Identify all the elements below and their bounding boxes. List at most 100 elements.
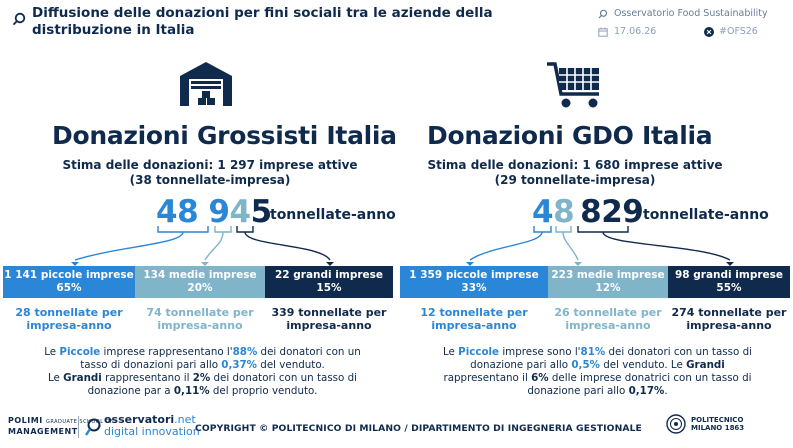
observatory-label: Osservatorio Food Sustainability	[598, 8, 768, 19]
left-total-small-part: 48 9	[156, 194, 230, 230]
right-total-small-part: 4	[532, 194, 554, 230]
band-pct: 65%	[56, 282, 82, 294]
copyright: COPYRIGHT © POLITECNICO DI MILANO / DIPA…	[195, 423, 642, 434]
per-line1: 26 tonnellate per	[554, 306, 662, 319]
warehouse-icon	[180, 62, 232, 106]
osservatori-logo-icon	[85, 418, 101, 436]
text: donazione pari allo	[527, 385, 629, 397]
highlight: 2%	[192, 372, 211, 384]
right-total-medium-part: 8	[553, 194, 575, 230]
highlight: 81%	[580, 346, 606, 358]
band-pct: 20%	[187, 282, 213, 294]
band-label: 22 grandi imprese	[274, 269, 384, 281]
politecnico-logo: POLITECNICO MILANO 1863	[666, 414, 744, 434]
band-pct: 55%	[716, 282, 742, 294]
per-line2: impresa-anno	[26, 319, 112, 332]
right-total-large-part: 829	[580, 194, 644, 230]
highlight: Piccole	[458, 346, 500, 358]
per-line2: impresa-anno	[565, 319, 651, 332]
page-title: Diffusione delle donazioni per fini soci…	[32, 5, 493, 38]
right-heading: Donazioni GDO Italia	[427, 121, 713, 150]
hashtag-label: #OFS26	[704, 26, 758, 37]
band-pct: 33%	[461, 282, 487, 294]
per-line2: impresa-anno	[686, 319, 772, 332]
highlight: 0,11%	[173, 385, 210, 397]
text: del proprio venduto.	[209, 385, 318, 397]
politecnico-text: POLITECNICO	[691, 416, 744, 424]
per-line1: 339 tonnellate per	[271, 306, 387, 319]
text: donazione pari allo	[470, 359, 572, 371]
per-line2: impresa-anno	[286, 319, 372, 332]
right-total: 48 829	[532, 194, 644, 230]
right-subtitle: Stima delle donazioni: 1 680 imprese att…	[415, 158, 735, 188]
right-per-large: 274 tonnellate per impresa-anno	[668, 306, 790, 332]
left-total-large-part: 5	[250, 194, 273, 230]
band-pct: 12%	[595, 282, 621, 294]
right-description: Le Piccole imprese sono l'81% dei donato…	[405, 346, 790, 398]
text: delle imprese donatrici con un tasso di	[548, 372, 752, 384]
calendar-icon	[598, 27, 608, 37]
polimi-text: MANAGEMENT	[8, 427, 78, 436]
polimi-logo: POLIMI GRADUATE SCHOOL OF MANAGEMENT	[8, 416, 113, 436]
text: tasso di donazioni pari allo	[80, 359, 222, 371]
left-band-medium: 134 medie imprese 20%	[135, 266, 265, 298]
per-line1: 274 tonnellate per	[671, 306, 787, 319]
text: imprese rappresentano l'	[100, 346, 233, 358]
text: dei donatori con un tasso di	[210, 372, 358, 384]
band-pct: 15%	[316, 282, 342, 294]
left-description: Le Piccole imprese rappresentano l'88% d…	[10, 346, 395, 398]
search-icon	[12, 12, 26, 26]
left-per-small: 28 tonnellate per impresa-anno	[3, 306, 135, 332]
right-unit: tonnellate-anno	[643, 207, 769, 223]
left-heading: Donazioni Grossisti Italia	[52, 121, 397, 150]
highlight: Grandi	[686, 359, 725, 371]
osservatori-text: digital innovation	[104, 425, 200, 438]
osservatori-text: osservatori	[104, 413, 175, 426]
header: Diffusione delle donazioni per fini soci…	[0, 0, 793, 44]
hashtag: #OFS26	[719, 26, 758, 37]
text: imprese sono l'	[499, 346, 581, 358]
right-band-small: 1 359 piccole imprese 33%	[400, 266, 548, 298]
connector-lines	[71, 226, 734, 266]
divider	[78, 416, 79, 438]
right-subtitle-line1: Stima delle donazioni: 1 680 imprese att…	[427, 158, 723, 172]
left-subtitle: Stima delle donazioni: 1 297 imprese att…	[50, 158, 370, 188]
date-label: 17.06.26	[598, 26, 656, 37]
highlight: 6%	[531, 372, 549, 384]
per-line1: 74 tonnellate per	[146, 306, 254, 319]
right-band-large: 98 grandi imprese 55%	[668, 266, 790, 298]
per-line2: impresa-anno	[431, 319, 517, 332]
right-per-small: 12 tonnellate per impresa-anno	[400, 306, 548, 332]
left-per-medium: 74 tonnellate per impresa-anno	[135, 306, 265, 332]
x-logo-icon	[704, 26, 714, 37]
politecnico-seal-icon	[666, 414, 686, 434]
left-total-medium-part: 4	[229, 194, 252, 230]
highlight: 88%	[232, 346, 258, 358]
highlight: 0,37%	[221, 359, 258, 371]
left-per-large: 339 tonnellate per impresa-anno	[265, 306, 393, 332]
left-subtitle-line1: Stima delle donazioni: 1 297 imprese att…	[62, 158, 358, 172]
left-unit: tonnellate-anno	[270, 207, 396, 223]
band-label: 1 359 piccole imprese	[409, 269, 539, 281]
text: dei donatori con un	[257, 346, 361, 358]
highlight: Grandi	[63, 372, 102, 384]
polimi-text: POLIMI	[8, 416, 43, 425]
highlight: Piccole	[59, 346, 101, 358]
text: Le	[44, 346, 60, 358]
polimi-small-text: GRADUATE SCHOOL OF	[45, 419, 114, 425]
text: dei donatori con un tasso di	[605, 346, 752, 358]
left-total: 48 945	[156, 194, 272, 230]
per-line1: 12 tonnellate per	[420, 306, 528, 319]
highlight: 0,17%	[628, 385, 665, 397]
osservatori-text: .net	[174, 413, 196, 426]
event-date: 17.06.26	[614, 26, 657, 37]
left-band-large: 22 grandi imprese 15%	[265, 266, 393, 298]
per-line2: impresa-anno	[157, 319, 243, 332]
text: Le	[47, 372, 64, 384]
left-band-small: 1 141 piccole imprese 65%	[3, 266, 135, 298]
politecnico-text: MILANO 1863	[691, 424, 745, 432]
band-label: 98 grandi imprese	[674, 269, 784, 281]
right-subtitle-line2: (29 tonnellate-impresa)	[494, 173, 656, 187]
right-band-medium: 223 medie imprese 12%	[548, 266, 668, 298]
text: rappresentano il	[101, 372, 193, 384]
